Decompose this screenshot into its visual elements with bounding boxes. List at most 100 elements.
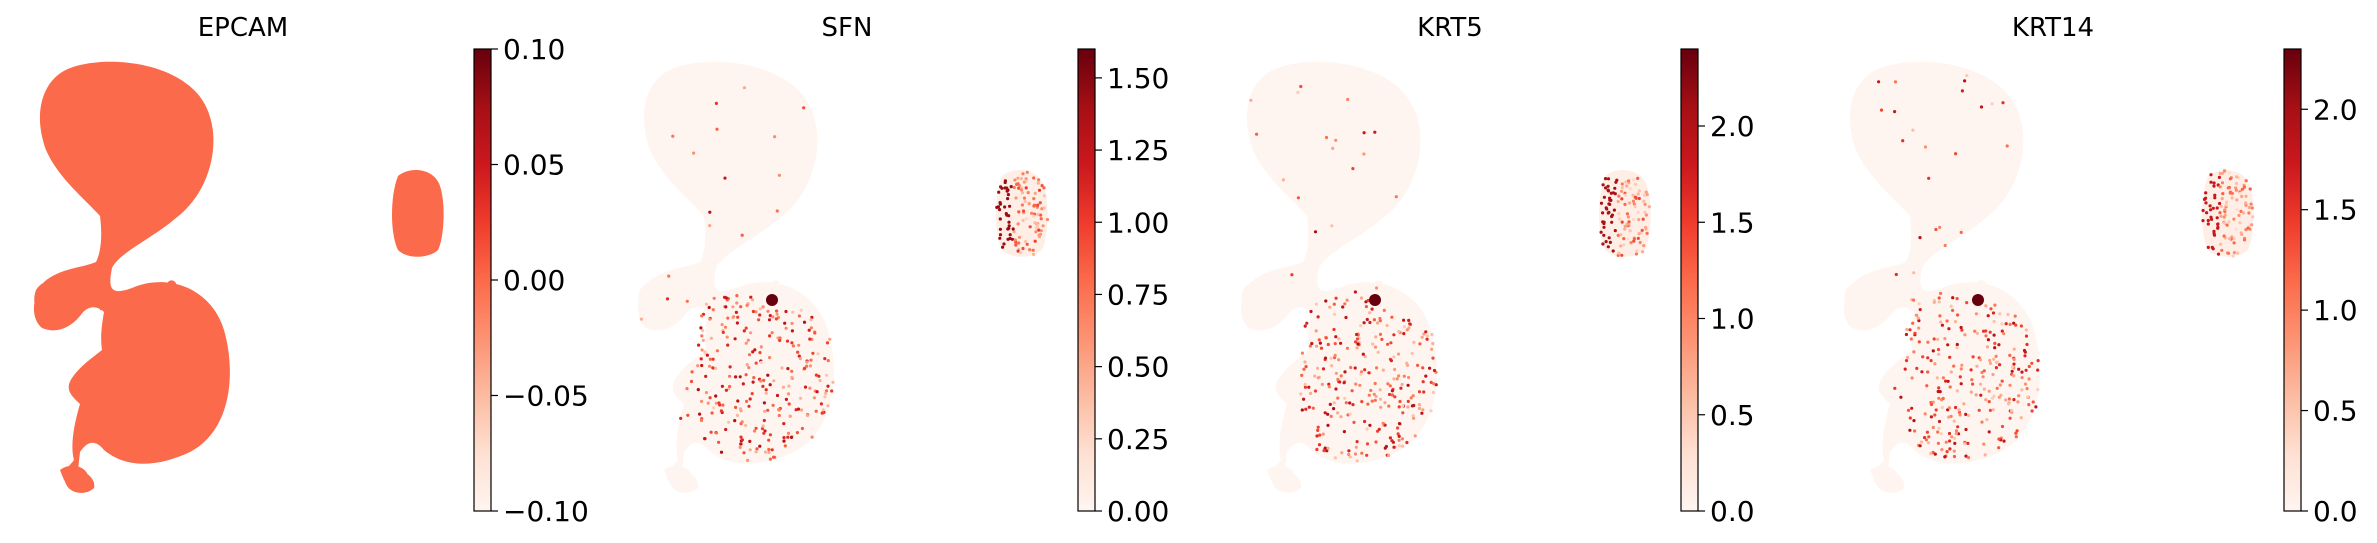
expression-point — [701, 328, 705, 333]
expression-point — [1637, 196, 1641, 201]
expression-point — [1967, 413, 1971, 418]
expression-point — [2240, 187, 2245, 191]
expression-point — [1932, 337, 1936, 341]
expression-point — [1334, 296, 1338, 300]
expression-point — [798, 357, 802, 361]
expression-point — [1634, 195, 1638, 199]
expression-point — [1950, 435, 1954, 439]
expression-point — [1374, 394, 1378, 399]
expression-point — [1397, 444, 1401, 448]
expression-point — [709, 430, 713, 434]
expression-point — [785, 339, 790, 343]
expression-point — [1647, 205, 1651, 209]
expression-point — [728, 374, 732, 378]
expression-point — [2209, 215, 2213, 219]
expression-point — [1917, 340, 1921, 344]
expression-point — [1960, 89, 1964, 93]
expression-point — [1353, 366, 1357, 370]
expression-point — [1352, 420, 1356, 424]
expression-point — [1982, 369, 1986, 373]
expression-point — [1955, 342, 1959, 347]
expression-point — [1603, 177, 1608, 181]
cell-cluster — [638, 280, 682, 324]
expression-point — [2208, 204, 2212, 208]
expression-point — [1996, 360, 2000, 364]
expression-point — [747, 366, 751, 370]
expression-point — [1367, 393, 1371, 397]
expression-point — [754, 361, 758, 365]
expression-point — [1933, 413, 1937, 417]
expression-point — [1400, 437, 1404, 441]
expression-point — [2227, 220, 2231, 224]
expression-point — [1923, 412, 1927, 416]
expression-point — [1331, 146, 1335, 150]
expression-point — [1910, 376, 1914, 380]
expression-point — [1355, 332, 1359, 337]
expression-point — [732, 315, 736, 319]
expression-point — [727, 387, 731, 391]
expression-point — [1641, 217, 1645, 221]
expression-point — [1374, 440, 1378, 444]
expression-point — [1395, 377, 1399, 381]
expression-point — [745, 363, 749, 367]
expression-point — [1378, 332, 1383, 336]
expression-point — [825, 373, 829, 377]
expression-point — [1318, 433, 1322, 437]
expression-point — [1421, 380, 1425, 384]
expression-point — [1329, 414, 1333, 418]
expression-point — [2036, 388, 2040, 392]
expression-point — [791, 344, 795, 348]
expression-point — [1901, 139, 1905, 143]
expression-point — [805, 364, 809, 368]
expression-point — [1363, 368, 1367, 372]
expression-point — [703, 437, 707, 441]
expression-point — [799, 308, 803, 312]
expression-point — [1966, 441, 1970, 445]
expression-point — [1974, 312, 1978, 316]
expression-point — [1040, 184, 1044, 188]
expression-point — [1608, 196, 1612, 200]
expression-point — [998, 208, 1002, 212]
expression-point — [2250, 206, 2254, 210]
expression-point — [809, 326, 813, 330]
expression-point — [803, 385, 808, 389]
expression-point — [1336, 396, 1340, 400]
expression-point — [1315, 344, 1319, 348]
expression-point — [754, 310, 758, 314]
expression-point — [2016, 400, 2020, 404]
expression-point — [1016, 182, 1020, 186]
expression-point — [1641, 250, 1645, 254]
expression-point — [826, 384, 830, 388]
expression-point — [1007, 220, 1011, 224]
expression-point — [749, 331, 753, 335]
expression-point — [794, 408, 798, 412]
expression-point — [1045, 217, 1050, 222]
expression-point — [1378, 397, 1383, 401]
expression-point — [1984, 329, 1988, 333]
expression-point — [1954, 152, 1958, 156]
expression-point — [775, 209, 779, 213]
expression-point — [1392, 355, 1396, 359]
expression-point — [735, 301, 739, 305]
expression-point — [1302, 367, 1306, 371]
expression-point — [1405, 440, 1409, 445]
expression-point — [1303, 385, 1307, 389]
expression-point — [1330, 364, 1334, 368]
cell-cluster — [60, 465, 88, 485]
expression-point — [1932, 300, 1936, 304]
expression-point — [758, 307, 762, 311]
expression-point — [1973, 329, 1977, 333]
expression-point — [1373, 398, 1377, 402]
expression-point — [1955, 389, 1959, 393]
cell-cluster — [1844, 280, 1888, 324]
expression-point — [775, 309, 779, 313]
expression-point — [1952, 449, 1956, 453]
expression-point — [1929, 359, 1933, 363]
expression-point — [1350, 389, 1354, 393]
expression-point — [2244, 228, 2248, 232]
expression-point — [1602, 225, 1606, 229]
expression-point — [750, 392, 754, 396]
expression-point — [1354, 340, 1358, 344]
expression-point — [1021, 246, 1025, 251]
expression-point — [1337, 358, 1341, 362]
